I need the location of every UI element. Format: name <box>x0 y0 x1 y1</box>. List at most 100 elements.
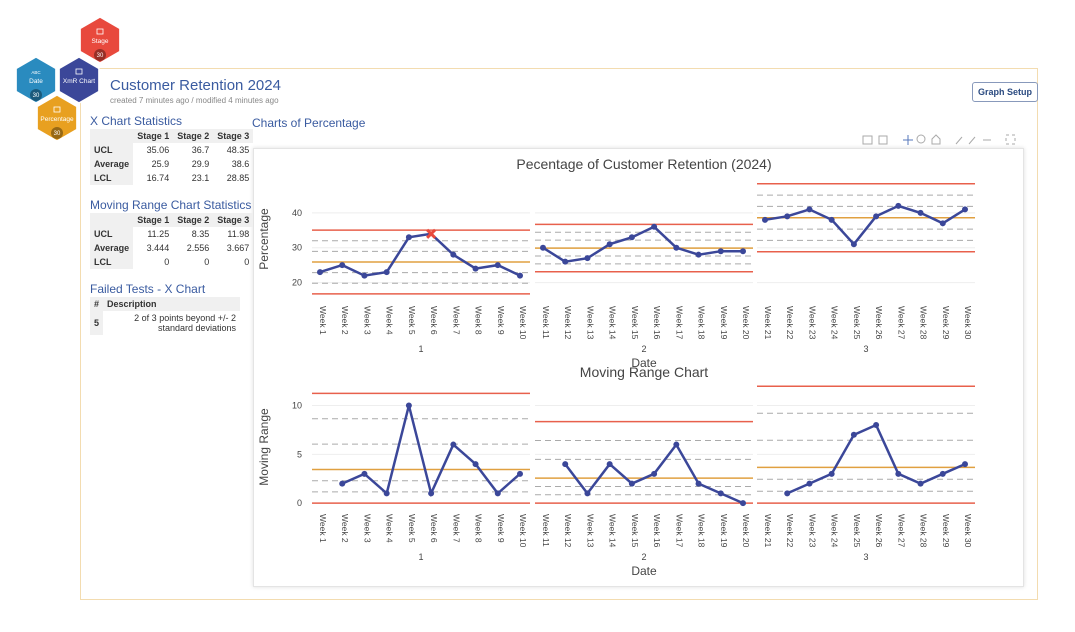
series-line <box>319 232 521 277</box>
x-tick-label: Week 17 <box>674 306 684 340</box>
x-tick-label: Week 5 <box>407 514 417 543</box>
point <box>962 206 968 213</box>
y-tick-label: 5 <box>297 449 302 459</box>
point <box>873 213 880 220</box>
x-tick-label: Week 6 <box>429 514 439 543</box>
x-tick-label: Week 1 <box>318 306 328 335</box>
graph-setup-button[interactable]: Graph Setup <box>972 82 1039 102</box>
point <box>762 216 768 223</box>
x-tick-label: Week 12 <box>563 514 573 548</box>
chart-box <box>253 148 1024 587</box>
series-line <box>786 423 966 495</box>
x-tick-label: Week 3 <box>362 306 372 335</box>
x-tick-label: Week 28 <box>919 514 929 548</box>
cell: 36.7 <box>191 145 210 155</box>
y-axis-title: Moving Range <box>257 408 271 486</box>
x-tick-label: Week 23 <box>807 514 817 548</box>
cell: 25.9 <box>151 159 170 169</box>
point <box>339 262 346 269</box>
node-icon <box>53 106 61 113</box>
x-tick-label: Week 27 <box>896 514 906 548</box>
point <box>895 470 902 477</box>
point <box>450 441 457 448</box>
point <box>562 258 569 265</box>
table: Stage 1 Stage 2 Stage 3 UCL 35.06 36.7 48.35 Av… <box>90 129 254 185</box>
node-label: XmR Chart <box>63 78 95 85</box>
point <box>494 262 501 269</box>
header-cell: Stage 1 <box>133 213 174 227</box>
x-tick-label: Week 21 <box>763 306 773 340</box>
series-line <box>542 225 743 264</box>
point <box>717 248 724 255</box>
node-hexagon <box>36 94 78 142</box>
point <box>850 431 857 438</box>
stage-label: 2 <box>641 552 646 562</box>
node-label: Stage <box>92 38 109 45</box>
y-tick-label: 30 <box>292 243 302 253</box>
header-row: # Description <box>90 297 240 311</box>
node-badge-text: 30 <box>97 53 104 59</box>
x-tick-label: Week 9 <box>496 514 506 543</box>
header-row: Stage 1 Stage 2 Stage 3 <box>90 129 254 143</box>
x-tick-label: Week 26 <box>874 306 884 340</box>
point <box>895 202 902 209</box>
point <box>517 470 523 477</box>
x-tick-label: Week 14 <box>608 306 618 340</box>
point <box>740 500 746 507</box>
point <box>784 213 791 220</box>
row: UCL 11.25 8.35 11.98 <box>90 227 253 241</box>
header-cell <box>90 213 134 227</box>
point <box>361 470 368 477</box>
row: LCL 16.74 23.1 28.85 <box>90 171 253 185</box>
point <box>651 223 658 230</box>
header-cell: # <box>90 297 104 311</box>
point <box>540 244 546 251</box>
x-tick-label: Week 19 <box>719 306 729 340</box>
node-badge-text: 30 <box>54 131 61 137</box>
node-hexagon <box>15 56 57 104</box>
point <box>428 490 435 497</box>
node-icon <box>75 68 83 75</box>
node-label: Date <box>29 78 43 85</box>
y-tick-label: 20 <box>292 278 302 288</box>
point <box>606 241 613 248</box>
point <box>383 490 390 497</box>
point <box>361 272 368 279</box>
cell: 16.74 <box>146 173 170 183</box>
node-hexagon <box>79 16 121 64</box>
row: 5 2 of 3 points beyond +/- 2 standard dev… <box>90 311 240 335</box>
x-tick-label: Week 2 <box>340 514 350 543</box>
point <box>939 470 946 477</box>
cell: UCL <box>90 143 134 157</box>
chart-title: Pecentage of Customer Retention (2024) <box>516 156 771 172</box>
x-tick-label: Week 15 <box>630 514 640 548</box>
x-tick-label: Week 1 <box>318 514 328 543</box>
x-tick-label: Week 24 <box>830 306 840 340</box>
point <box>628 480 635 487</box>
table: # Description 5 2 of 3 points beyond +/- 2 … <box>90 297 240 335</box>
x-tick-label: Week 2 <box>340 306 350 335</box>
x-tick-label: Week 11 <box>541 306 551 339</box>
point <box>695 480 702 487</box>
point <box>339 480 346 487</box>
point <box>740 248 746 255</box>
failed-point <box>426 228 437 239</box>
x-tick-label: Week 25 <box>852 514 862 548</box>
node-badge <box>94 49 106 61</box>
subtitle: created 7 minutes ago / modified 4 minut… <box>110 96 279 105</box>
cell: LCL <box>90 255 134 269</box>
x-tick-label: Week 4 <box>385 514 395 543</box>
table: Stage 1 Stage 2 Stage 3 UCL 11.25 8.35 11.98 Av… <box>90 213 254 269</box>
cell: 23.1 <box>191 173 210 183</box>
x-axis-title: Date <box>631 356 657 370</box>
cell: 35.06 <box>146 145 170 155</box>
point <box>828 216 835 223</box>
x-tick-label: Week 12 <box>563 306 573 340</box>
point <box>562 461 569 468</box>
row: LCL 0 0 0 <box>90 255 253 269</box>
point <box>517 272 523 279</box>
header-cell: Stage 3 <box>213 129 254 143</box>
x-tick-label: Week 10 <box>518 514 528 548</box>
x-tick-label: Week 28 <box>919 306 929 340</box>
x-tick-label: Week 20 <box>741 306 751 340</box>
